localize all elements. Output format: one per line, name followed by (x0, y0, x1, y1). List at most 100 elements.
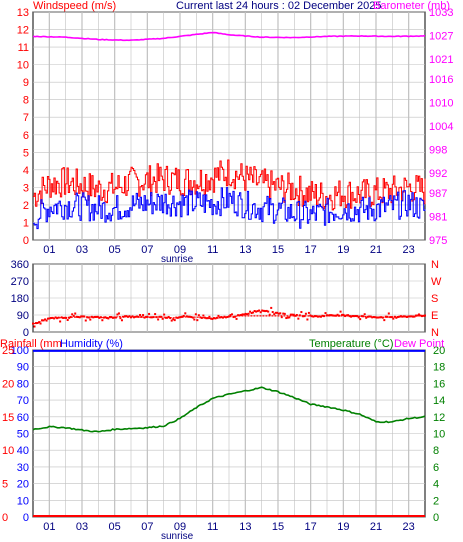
direction-point (209, 317, 212, 320)
humidity-title: Humidity (%) (60, 338, 123, 350)
direction-point (215, 316, 218, 319)
direction-point (224, 316, 227, 319)
direction-point (90, 315, 93, 318)
direction-point (197, 314, 200, 317)
direction-point (60, 316, 63, 319)
rain-tick-label: 0 (2, 512, 8, 524)
temp-tick-label: 20 (433, 345, 445, 357)
direction-point (154, 313, 157, 316)
rain-tick-label: 5 (2, 479, 8, 491)
direction-point (241, 313, 244, 316)
direction-point (196, 319, 199, 322)
direction-point (303, 315, 306, 318)
x-tick-label: 03 (76, 244, 88, 256)
direction-point (407, 315, 410, 318)
temp-tick-label: 6 (433, 462, 439, 474)
direction-point (307, 311, 310, 314)
direction-point (285, 317, 288, 320)
direction-point (206, 317, 209, 320)
x-tick-label: 09 (174, 521, 186, 533)
windavg-line (33, 187, 426, 230)
direction-point (401, 315, 404, 318)
baro-tick-label: 1016 (429, 74, 453, 86)
windspeed-line (33, 159, 426, 211)
direction-point (101, 319, 104, 322)
direction-point (139, 313, 142, 316)
direction-point (286, 316, 289, 319)
direction-point (392, 317, 395, 320)
direction-point (182, 314, 185, 317)
temp-tick-label: 18 (433, 362, 445, 374)
direction-point (194, 313, 197, 316)
humidity-tick-label: 70 (17, 395, 29, 407)
direction-point (237, 314, 240, 317)
direction-point (200, 316, 203, 319)
direction-point (235, 317, 238, 320)
sunrise-label-bottom: sunrise (161, 531, 194, 542)
direction-tick-label: 180 (11, 293, 29, 305)
direction-point (87, 316, 90, 319)
direction-point (419, 314, 422, 317)
direction-tick-label: 270 (11, 276, 29, 288)
direction-point (142, 314, 145, 317)
direction-point (208, 315, 211, 318)
temperature-line (32, 386, 426, 433)
windspeed-title: Windspeed (m/s) (33, 0, 116, 12)
direction-point (292, 313, 295, 316)
direction-point (116, 313, 119, 316)
direction-tick-label: 0 (23, 327, 29, 339)
direction-point (256, 310, 259, 313)
humidity-tick-label: 60 (17, 412, 29, 424)
direction-point (273, 313, 276, 316)
direction-point (107, 317, 110, 320)
direction-point (217, 314, 220, 317)
direction-point (234, 315, 237, 318)
x-tick-label: 11 (207, 521, 218, 533)
direction-point (42, 319, 45, 322)
x-tick-label: 09 (174, 244, 186, 256)
wind-tick-label: 3 (23, 182, 29, 194)
direction-point (294, 314, 297, 317)
direction-point (218, 316, 221, 319)
direction-point (267, 310, 270, 313)
humidity-tick-label: 100 (11, 345, 29, 357)
x-tick-label: 21 (370, 244, 382, 256)
direction-point (54, 316, 57, 319)
direction-point (69, 316, 72, 319)
x-tick-label: 17 (305, 244, 317, 256)
wind-tick-label: 6 (23, 130, 29, 142)
wind-tick-label: 7 (23, 112, 29, 124)
direction-point (347, 314, 350, 317)
compass-label: S (431, 293, 438, 305)
humidity-tick-label: 10 (17, 495, 29, 507)
x-tick-label: 23 (403, 521, 415, 533)
baro-tick-label: 1010 (429, 97, 453, 109)
temp-tick-label: 16 (433, 378, 445, 390)
humidity-tick-label: 30 (17, 462, 29, 474)
direction-point (89, 318, 92, 321)
direction-point (363, 313, 366, 316)
baro-tick-label: 1021 (429, 54, 453, 66)
direction-point (120, 319, 123, 322)
direction-point (283, 312, 286, 315)
direction-point (240, 314, 243, 317)
direction-point (57, 316, 60, 319)
direction-point (212, 317, 215, 320)
x-tick-label: 21 (370, 521, 382, 533)
wind-tick-label: 10 (17, 60, 29, 72)
baro-tick-label: 992 (429, 168, 447, 180)
x-tick-label: 13 (239, 244, 251, 256)
direction-point (51, 316, 54, 319)
compass-label: N (431, 259, 439, 271)
direction-point (63, 316, 66, 319)
direction-point (259, 311, 262, 314)
x-tick-label: 15 (272, 521, 284, 533)
rain-tick-label: 20 (2, 378, 14, 390)
direction-point (75, 315, 78, 318)
direction-point (326, 314, 328, 317)
direction-point (45, 319, 48, 322)
humidity-tick-label: 0 (23, 512, 29, 524)
temp-tick-label: 4 (433, 479, 439, 491)
direction-point (78, 316, 81, 319)
baro-tick-label: 987 (429, 188, 447, 200)
